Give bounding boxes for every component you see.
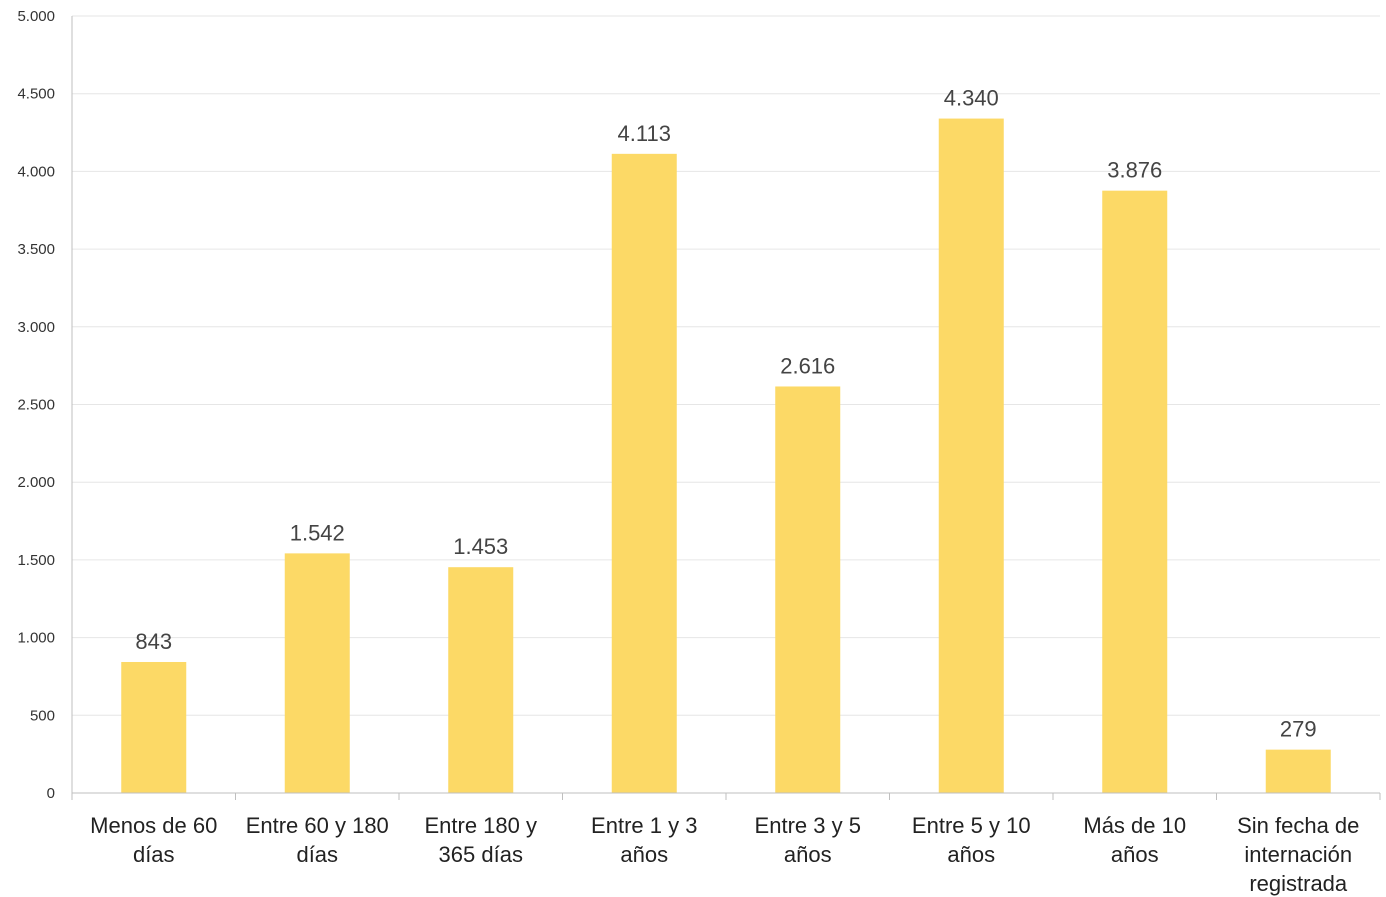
y-tick-label: 0 [47,785,55,802]
x-tick-label-line: 365 días [439,842,523,867]
data-labels: 843 1.542 1.453 4.113 2.616 4.340 3.876 279 [135,86,1316,742]
y-tick-label: 2.500 [17,397,55,414]
data-label: 4.340 [944,86,999,111]
x-tick-label-line: Entre 3 y 5 [755,813,861,838]
x-axis-tick-labels: Menos de 60 días Entre 60 y 180 días Entre 1… [90,813,1359,896]
y-axis-tick-labels: 0 500 1.000 1.500 2.000 2.500 3.000 3.500 4.000 4… [17,8,55,802]
x-tick-label-line: registrada [1249,871,1348,896]
data-label: 2.616 [780,353,835,378]
data-label: 1.542 [290,520,345,545]
x-tick-label-line: Entre 60 y 180 [246,813,389,838]
x-tick-label-line: años [947,842,995,867]
axes [71,16,1381,800]
x-tick-label-line: Entre 1 y 3 [591,813,697,838]
bars [121,118,1331,794]
x-tick-label: Entre 60 y 180 días [246,813,389,867]
x-tick-label-line: días [296,842,338,867]
data-label: 843 [135,629,172,654]
y-tick-label: 2.000 [17,474,55,491]
bar [284,553,350,793]
y-tick-label: 500 [30,707,55,724]
bar [448,567,514,793]
x-tick-label: Entre 3 y 5 años [755,813,861,867]
y-tick-label: 1.500 [17,552,55,569]
x-tick-label-line: internación [1244,842,1352,867]
data-label: 3.876 [1107,158,1162,183]
x-tick-label-line: Sin fecha de [1237,813,1359,838]
data-label: 1.453 [453,534,508,559]
data-label: 4.113 [618,121,671,146]
x-tick-label-line: Entre 5 y 10 [912,813,1031,838]
y-tick-label: 4.000 [17,163,55,180]
x-tick-label: Entre 1 y 3 años [591,813,697,867]
bar [611,153,677,794]
bar [1102,190,1168,793]
y-tick-label: 1.000 [17,630,55,647]
bar [938,118,1004,793]
data-label: 279 [1280,717,1317,742]
x-tick-label-line: años [620,842,668,867]
x-tick-label-line: días [133,842,175,867]
bar [121,661,187,793]
x-tick-label: Más de 10 años [1083,813,1186,867]
y-tick-label: 3.000 [17,319,55,336]
x-tick-label: Entre 5 y 10 años [912,813,1031,867]
bar [775,386,841,793]
x-tick-label: Entre 180 y 365 días [424,813,537,867]
gridlines [72,15,1380,716]
x-tick-label-line: Entre 180 y [424,813,537,838]
x-tick-label-line: años [784,842,832,867]
x-tick-label: Sin fecha de internación registrada [1237,813,1359,896]
y-tick-label: 4.500 [17,86,55,103]
y-tick-label: 5.000 [17,8,55,25]
y-tick-label: 3.500 [17,241,55,258]
x-tick-label-line: Más de 10 [1083,813,1186,838]
bar [1265,749,1331,793]
x-tick-label-line: Menos de 60 [90,813,217,838]
x-tick-label: Menos de 60 días [90,813,217,867]
x-tick-label-line: años [1111,842,1159,867]
